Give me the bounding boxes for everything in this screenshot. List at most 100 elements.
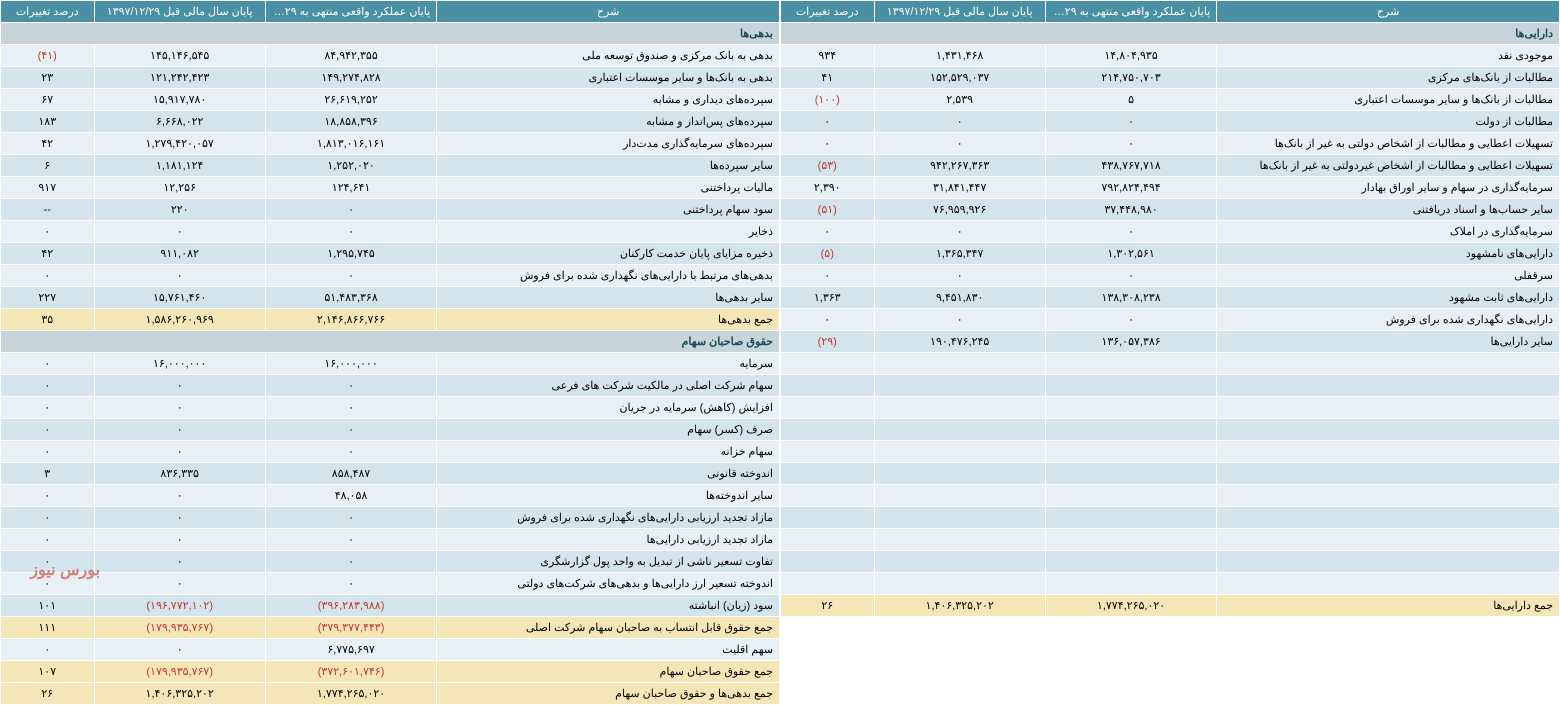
col-prev: پایان سال مالی قبل ۱۳۹۷/۱۲/۲۹ (94, 1, 265, 23)
cell-prev: ۰ (94, 265, 265, 287)
cell-pct: ۰ (1, 375, 95, 397)
table-row: اندوخته قانونی۸۵۸,۴۸۷۸۳۶,۳۳۵۳ (1, 463, 780, 485)
cell-prev: ۷۶,۹۵۹,۹۲۶ (874, 199, 1045, 221)
col-curr: پایان عملکرد واقعی منتهی به ۱۳۹۸/۱۲/۲۹ (265, 1, 436, 23)
cell-prev (874, 375, 1045, 397)
cell-curr: ۸۵۸,۴۸۷ (265, 463, 436, 485)
cell-prev: ۱۲۱,۲۴۲,۴۲۳ (94, 67, 265, 89)
cell-curr: ۷۹۲,۸۲۴,۴۹۴ (1045, 177, 1216, 199)
cell-curr: (۳۹۶,۲۸۳,۹۸۸) (265, 595, 436, 617)
table-row: تسهیلات اعطایی و مطالبات از اشخاص غیردول… (781, 155, 1560, 177)
cell-pct: -- (1, 199, 95, 221)
table-row (781, 507, 1560, 529)
cell-desc: سود (زیان) انباشته (437, 595, 780, 617)
cell-prev: ۶,۶۶۸,۰۲۲ (94, 111, 265, 133)
cell-prev (874, 397, 1045, 419)
cell-curr: ۱۴۹,۲۷۴,۸۲۸ (265, 67, 436, 89)
cell-pct: ۰ (781, 133, 875, 155)
cell-desc: مطالبات از بانک‌های مرکزی (1217, 67, 1560, 89)
cell-desc (1217, 463, 1560, 485)
cell-pct: ۳۵ (1, 309, 95, 331)
cell-pct: ۰ (781, 111, 875, 133)
col-desc: شرح (437, 1, 780, 23)
cell-pct (781, 463, 875, 485)
cell-desc (1217, 419, 1560, 441)
col-curr: پایان عملکرد واقعی منتهی به ۱۳۹۸/۱۲/۲۹ (1045, 1, 1216, 23)
cell-prev: ۰ (874, 133, 1045, 155)
cell-prev (874, 463, 1045, 485)
cell-desc: بدهی به بانک‌ها و سایر موسسات اعتباری (437, 67, 780, 89)
cell-desc: دارایی‌های ثابت مشهود (1217, 287, 1560, 309)
cell-desc: اندوخته تسعیر ارز دارایی‌ها و بدهی‌های ش… (437, 573, 780, 595)
cell-prev (874, 485, 1045, 507)
cell-curr (1045, 573, 1216, 595)
col-pct: درصد تغییرات (781, 1, 875, 23)
table-row: دارایی‌های نگهداری شده برای فروش۰۰۰ (781, 309, 1560, 331)
cell-curr: ۸۴,۹۴۲,۳۵۵ (265, 45, 436, 67)
cell-curr: ۱,۲۵۲,۰۲۰ (265, 155, 436, 177)
cell-pct: ۱۰۱ (1, 595, 95, 617)
cell-pct: ۰ (1, 485, 95, 507)
cell-pct: ۰ (1, 221, 95, 243)
cell-prev: ۱,۴۰۶,۳۲۵,۲۰۲ (94, 683, 265, 705)
cell-desc: سایر سپرده‌ها (437, 155, 780, 177)
table-row: سرمایه‌گذاری در املاک۰۰۰ (781, 221, 1560, 243)
cell-curr: ۱,۸۱۳,۰۱۶,۱۶۱ (265, 133, 436, 155)
table-row: سهام شرکت اصلی در مالکیت شرکت های فرعی۰۰… (1, 375, 780, 397)
cell-curr (1045, 419, 1216, 441)
cell-prev: ۰ (94, 397, 265, 419)
cell-curr: ۰ (265, 375, 436, 397)
cell-desc (1217, 529, 1560, 551)
table-row: مازاد تجدید ارزیابی دارایی‌های نگهداری ش… (1, 507, 780, 529)
cell-curr: ۰ (265, 199, 436, 221)
table-row: سرقفلی۰۰۰ (781, 265, 1560, 287)
cell-pct: ۶۷ (1, 89, 95, 111)
cell-desc: جمع حقوق صاحبان سهام (437, 661, 780, 683)
cell-pct (781, 507, 875, 529)
cell-pct: ۰ (1, 353, 95, 375)
cell-prev (874, 353, 1045, 375)
cell-curr (1045, 507, 1216, 529)
table-row: سرمایه۱۶,۰۰۰,۰۰۰۱۶,۰۰۰,۰۰۰۰ (1, 353, 780, 375)
cell-prev: (۱۷۹,۹۳۵,۷۶۷) (94, 661, 265, 683)
cell-prev: ۰ (874, 309, 1045, 331)
cell-pct: ۴۲ (1, 243, 95, 265)
cell-desc: جمع بدهی‌ها و حقوق صاحبان سهام (437, 683, 780, 705)
cell-curr: ۱,۳۰۲,۵۶۱ (1045, 243, 1216, 265)
cell-desc: سپرده‌های دیداری و مشابه (437, 89, 780, 111)
cell-desc: ذخیره مزایای پایان خدمت کارکنان (437, 243, 780, 265)
table-row (781, 397, 1560, 419)
cell-pct: ۰ (1, 573, 95, 595)
cell-desc: سپرده‌های سرمایه‌گذاری مدت‌دار (437, 133, 780, 155)
cell-pct: ۱۸۳ (1, 111, 95, 133)
cell-pct: ۹۱۷ (1, 177, 95, 199)
cell-desc: سهم اقلیت (437, 639, 780, 661)
total-row: جمع حقوق قابل انتساب به صاحبان سهام شرکت… (1, 617, 780, 639)
cell-curr: ۴۸,۰۵۸ (265, 485, 436, 507)
cell-desc (1217, 551, 1560, 573)
cell-pct: ۲۶ (1, 683, 95, 705)
table-row (781, 441, 1560, 463)
table-row: تفاوت تسعیر ناشی از تبدیل به واحد پول گز… (1, 551, 780, 573)
cell-curr: ۱۳۸,۳۰۸,۲۳۸ (1045, 287, 1216, 309)
cell-prev: ۹۱۱,۰۸۲ (94, 243, 265, 265)
cell-pct: ۱۱۱ (1, 617, 95, 639)
cell-pct (781, 441, 875, 463)
cell-curr (1045, 375, 1216, 397)
cell-prev: ۰ (874, 265, 1045, 287)
cell-prev: ۰ (94, 529, 265, 551)
cell-prev: ۱,۵۸۶,۲۶۰,۹۶۹ (94, 309, 265, 331)
cell-desc: بدهی به بانک مرکزی و صندوق توسعه ملی (437, 45, 780, 67)
table-row: سپرده‌های دیداری و مشابه۲۶,۶۱۹,۲۵۲۱۵,۹۱۷… (1, 89, 780, 111)
liabilities-panel: شرح پایان عملکرد واقعی منتهی به ۱۳۹۸/۱۲/… (0, 0, 780, 705)
cell-curr: ۶,۷۷۵,۶۹۷ (265, 639, 436, 661)
cell-desc: سرمایه‌گذاری در املاک (1217, 221, 1560, 243)
cell-desc: مالیات پرداختنی (437, 177, 780, 199)
cell-curr: ۱۸,۸۵۸,۳۹۶ (265, 111, 436, 133)
cell-desc: تسهیلات اعطایی و مطالبات از اشخاص دولتی … (1217, 133, 1560, 155)
cell-curr: ۱۴,۸۰۴,۹۳۵ (1045, 45, 1216, 67)
cell-pct (781, 353, 875, 375)
cell-curr: ۰ (265, 551, 436, 573)
cell-curr: ۱۶,۰۰۰,۰۰۰ (265, 353, 436, 375)
cell-prev (874, 529, 1045, 551)
